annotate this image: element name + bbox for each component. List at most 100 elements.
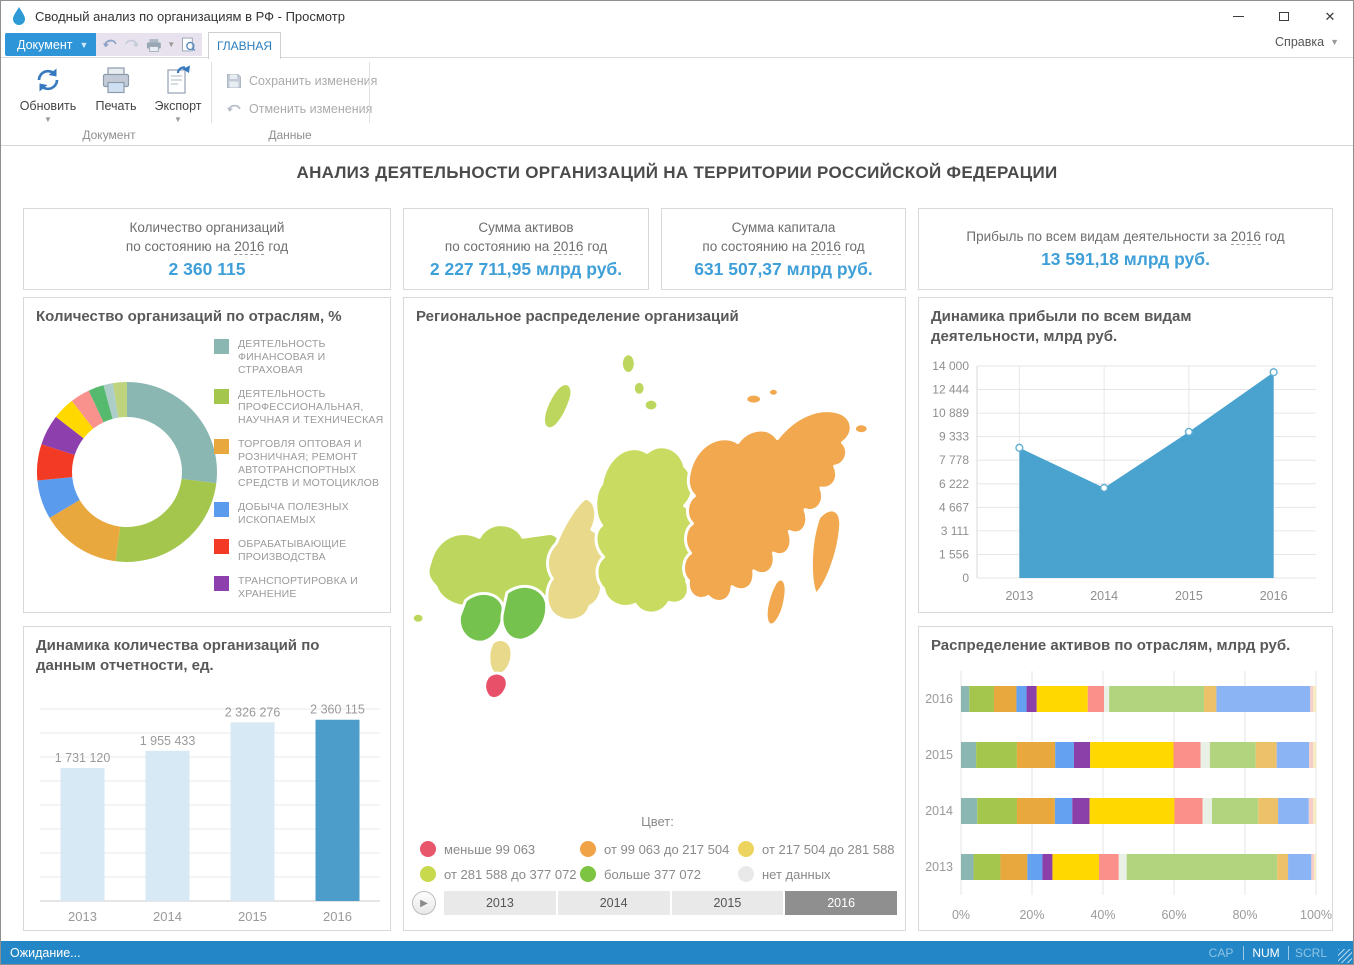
stacked-segment[interactable] (973, 854, 1001, 880)
stacked-segment[interactable] (1278, 798, 1309, 824)
minimize-button[interactable] (1215, 1, 1261, 31)
stacked-segment[interactable] (1313, 798, 1316, 824)
close-button[interactable]: ✕ (1307, 1, 1353, 31)
tab-main[interactable]: ГЛАВНАЯ (208, 32, 281, 59)
map-region-north-islands[interactable] (642, 397, 660, 413)
map-region-kaliningrad[interactable] (410, 611, 426, 625)
stacked-segment[interactable] (1118, 854, 1127, 880)
stacked-segment[interactable] (1309, 742, 1314, 768)
stacked-segment[interactable] (1026, 686, 1037, 712)
donut-segment[interactable] (71, 390, 104, 429)
print-button[interactable]: Печать ▼ (85, 63, 147, 124)
stacked-segment[interactable] (1310, 686, 1314, 712)
stacked-segment[interactable] (969, 686, 994, 712)
print-dropdown-caret-icon[interactable]: ▼ (167, 40, 176, 49)
map-region-sakhalin[interactable] (764, 577, 788, 627)
stacked-segment[interactable] (1173, 742, 1201, 768)
stacked-segment[interactable] (1276, 742, 1310, 768)
stacked-segment[interactable] (1016, 742, 1056, 768)
stacked-segment[interactable] (1073, 742, 1091, 768)
bar[interactable] (145, 750, 190, 901)
status-indicator-cap[interactable]: CAP (1208, 945, 1234, 960)
stacked-segment[interactable] (976, 742, 1017, 768)
stacked-segment[interactable] (1314, 854, 1316, 880)
save-changes-button[interactable]: Сохранить изменения (226, 70, 377, 92)
donut-segment[interactable] (103, 383, 119, 419)
status-indicator-scrl[interactable]: SCRL (1294, 945, 1327, 960)
maximize-button[interactable] (1261, 1, 1307, 31)
donut-segment[interactable] (88, 385, 113, 423)
stacked-segment[interactable] (1216, 686, 1311, 712)
stacked-segment[interactable] (977, 798, 1017, 824)
stacked-segment[interactable] (993, 686, 1017, 712)
stacked-segment[interactable] (1211, 798, 1259, 824)
stacked-segment[interactable] (1104, 686, 1110, 712)
stacked-segment[interactable] (1109, 686, 1205, 712)
undo-changes-button[interactable]: Отменить изменения (226, 98, 372, 120)
russia-map[interactable] (408, 334, 902, 786)
stacked-segment[interactable] (1072, 798, 1090, 824)
stacked-segment[interactable] (1099, 854, 1119, 880)
kpi-year-link[interactable]: 2016 (1230, 229, 1261, 245)
stacked-segment[interactable] (1016, 686, 1027, 712)
refresh-button[interactable]: Обновить ▼ (17, 63, 79, 124)
stacked-segment[interactable] (1313, 742, 1316, 768)
map-region-north-islands[interactable] (542, 382, 574, 431)
donut-segment[interactable] (41, 416, 84, 456)
kpi-year-link[interactable]: 2016 (810, 238, 841, 255)
export-button[interactable]: Экспорт ▼ (147, 63, 209, 124)
status-indicator-num[interactable]: NUM (1252, 945, 1280, 960)
stacked-segment[interactable] (1277, 854, 1289, 880)
stacked-segment[interactable] (1126, 854, 1278, 880)
stacked-segment[interactable] (961, 798, 978, 824)
stacked-segment[interactable] (1027, 854, 1043, 880)
stacked-segment[interactable] (1255, 742, 1277, 768)
stacked-segment[interactable] (1258, 798, 1279, 824)
bar[interactable] (230, 722, 275, 901)
document-menu-button[interactable]: Документ ▼ (5, 33, 99, 56)
donut-segment[interactable] (49, 499, 121, 562)
timeline-year-2013[interactable]: 2013 (444, 891, 558, 915)
map-region-siberia[interactable] (594, 445, 698, 615)
quick-print-icon[interactable] (146, 38, 162, 52)
bar[interactable] (315, 719, 360, 901)
play-button[interactable]: ▶ (412, 891, 436, 915)
donut-segment[interactable] (112, 382, 127, 418)
map-region-volga-ural[interactable] (545, 496, 606, 622)
stacked-segment[interactable] (1200, 742, 1210, 768)
stacked-segment[interactable] (1288, 854, 1312, 880)
map-region-central-1[interactable] (457, 592, 505, 644)
stacked-segment[interactable] (1174, 798, 1203, 824)
map-region-crimea[interactable] (483, 671, 509, 701)
print-preview-icon[interactable] (181, 37, 196, 52)
donut-segment[interactable] (37, 477, 80, 518)
redo-icon[interactable] (124, 38, 140, 52)
stacked-segment[interactable] (1313, 686, 1316, 712)
donut-segment[interactable] (55, 400, 94, 439)
map-region-kamchatka[interactable] (809, 508, 843, 597)
map-region-east-islands[interactable] (767, 386, 780, 398)
donut-segment[interactable] (127, 382, 218, 484)
help-menu[interactable]: Справка ▼ (1275, 35, 1339, 49)
timeline-year-2014[interactable]: 2014 (557, 891, 672, 915)
stacked-segment[interactable] (1087, 686, 1105, 712)
map-region-central-2[interactable] (500, 584, 549, 642)
map-region-north-islands[interactable] (619, 352, 637, 375)
stacked-segment[interactable] (1311, 854, 1315, 880)
stacked-segment[interactable] (1308, 798, 1314, 824)
stacked-segment[interactable] (961, 854, 974, 880)
stacked-segment[interactable] (1202, 798, 1212, 824)
stacked-segment[interactable] (961, 686, 970, 712)
resize-grip[interactable] (1338, 949, 1352, 963)
stacked-segment[interactable] (1090, 742, 1174, 768)
donut-segment[interactable] (115, 478, 217, 562)
map-region-north-islands[interactable] (631, 379, 647, 397)
map-region-far-east[interactable] (682, 409, 853, 603)
stacked-segment[interactable] (1000, 854, 1028, 880)
map-region-east-islands[interactable] (852, 422, 870, 436)
map-region-east-islands[interactable] (744, 392, 764, 406)
timeline-year-2015[interactable]: 2015 (671, 891, 786, 915)
kpi-year-link[interactable]: 2016 (234, 238, 265, 255)
stacked-segment[interactable] (1204, 686, 1217, 712)
stacked-segment[interactable] (961, 742, 977, 768)
